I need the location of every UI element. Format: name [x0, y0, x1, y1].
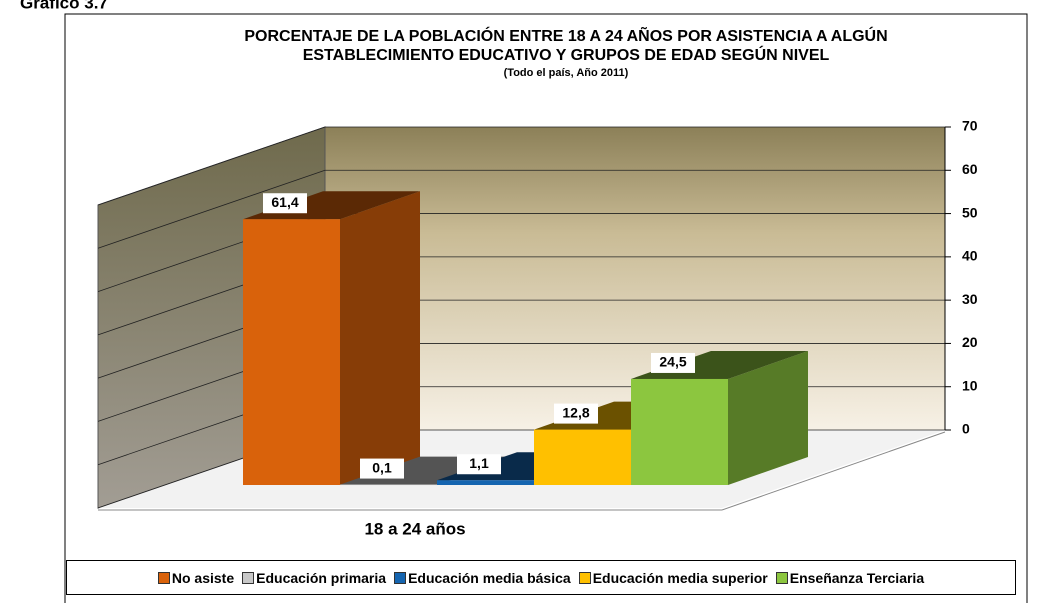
bar	[534, 429, 631, 485]
y-tick-label: 10	[962, 377, 978, 393]
bar	[437, 480, 534, 485]
header: Gráfico 3.7	[20, 0, 108, 12]
y-tick-label: 50	[962, 204, 978, 220]
legend-label: Educación primaria	[256, 569, 387, 586]
bar-side	[340, 191, 420, 485]
y-tick-label: 40	[962, 248, 978, 264]
y-tick-label: 20	[962, 334, 978, 350]
data-label: 0,1	[372, 459, 392, 475]
grid-line	[97, 169, 326, 249]
chart-frame	[64, 13, 1028, 603]
bar	[340, 484, 437, 486]
y-tick-label: 60	[962, 161, 978, 177]
legend-label: Educación media básica	[408, 569, 571, 586]
x-tick-label: 18 a 24 años	[364, 519, 465, 538]
legend-label: Educación media superior	[592, 569, 768, 586]
chart-subtitle: (Todo el país, Año 2011)	[504, 67, 629, 79]
legend-swatch	[242, 571, 255, 584]
data-label: 1,1	[469, 455, 489, 471]
data-label: 24,5	[659, 354, 686, 370]
legend-swatch	[775, 571, 788, 584]
legend-item: Educación media básica	[394, 570, 571, 586]
chart-title: PORCENTAJE DE LA POBLACIÓN ENTRE 18 A 24…	[244, 25, 887, 45]
legend-label: No asiste	[171, 569, 235, 586]
legend-swatch	[578, 571, 591, 584]
chart-title: ESTABLECIMIENTO EDUCATIVO Y GRUPOS DE ED…	[303, 45, 830, 64]
bar	[243, 219, 340, 485]
data-label-box	[457, 454, 501, 475]
data-label: 12,8	[562, 404, 589, 420]
bar-side	[728, 350, 808, 485]
data-label-box	[263, 193, 307, 214]
y-tick-label: 30	[962, 291, 978, 307]
data-label: 61,4	[271, 194, 298, 210]
legend-item: Enseñanza Terciaria	[775, 569, 925, 586]
legend-label: Enseñanza Terciaria	[789, 569, 925, 586]
y-tick-label: 70	[962, 118, 978, 134]
legend-swatch	[394, 571, 407, 584]
legend-item: Educación media superior	[578, 569, 768, 586]
legend-item: No asiste	[157, 569, 235, 586]
data-label-box	[651, 352, 695, 373]
y-tick-label: 0	[962, 421, 970, 437]
grid-line	[97, 126, 326, 206]
legend: No asiste Educación primaria Educación med…	[66, 560, 1016, 595]
floor-edge	[721, 431, 946, 511]
data-label-box	[360, 458, 404, 479]
legend-item: Educación primaria	[242, 570, 386, 586]
bar	[631, 378, 728, 485]
data-label-box	[554, 403, 598, 424]
legend-swatch	[157, 571, 170, 584]
